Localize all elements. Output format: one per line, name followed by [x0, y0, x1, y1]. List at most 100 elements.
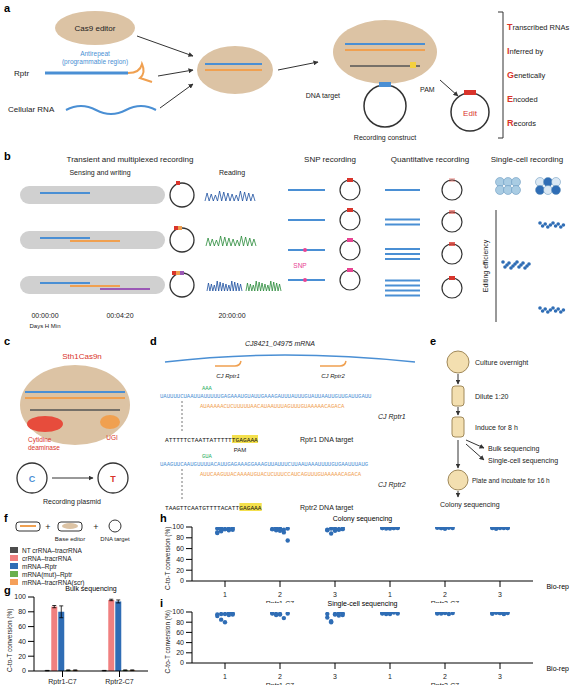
- svg-text:Cytidine: Cytidine: [28, 436, 52, 444]
- svg-text:(programmable region): (programmable region): [62, 58, 128, 66]
- svg-text:Recording plasmid: Recording plasmid: [43, 498, 101, 506]
- svg-text:Colony sequencing: Colony sequencing: [440, 501, 500, 509]
- svg-text:1: 1: [223, 673, 227, 680]
- svg-text:Base editor: Base editor: [55, 536, 85, 542]
- svg-text:Bulk sequencing: Bulk sequencing: [488, 445, 539, 453]
- svg-text:e: e: [430, 335, 436, 347]
- svg-text:SNP: SNP: [293, 262, 306, 269]
- svg-text:0: 0: [22, 667, 26, 674]
- svg-text:2: 2: [443, 591, 447, 598]
- svg-text:2: 2: [443, 673, 447, 680]
- svg-text:SNP recording: SNP recording: [304, 155, 356, 164]
- svg-text:TAAGTTCAATGTTTTACATTGAGAAA: TAAGTTCAATGTTTTACATTGAGAAA: [165, 505, 262, 512]
- svg-text:Inferred by: Inferred by: [507, 46, 544, 56]
- svg-text:Records: Records: [507, 118, 536, 128]
- svg-text:T: T: [110, 474, 116, 484]
- svg-text:Sth1Cas9n: Sth1Cas9n: [62, 352, 102, 361]
- svg-text:b: b: [8, 150, 11, 162]
- svg-text:+: +: [93, 522, 98, 532]
- svg-text:CJ Rptr2: CJ Rptr2: [378, 481, 406, 489]
- svg-text:3: 3: [333, 591, 337, 598]
- svg-text:Rptr1-C7: Rptr1-C7: [266, 682, 295, 685]
- svg-text:Sensing and writing: Sensing and writing: [69, 169, 130, 177]
- svg-text:3: 3: [498, 591, 502, 598]
- svg-text:Antirepeat: Antirepeat: [80, 50, 110, 58]
- svg-text:00:00:00: 00:00:00: [31, 312, 58, 319]
- svg-text:Rptr: Rptr: [14, 69, 29, 78]
- svg-text:d: d: [150, 335, 157, 347]
- svg-text:Transcribed RNAs: Transcribed RNAs: [507, 22, 565, 32]
- svg-text:Days H Min: Days H Min: [29, 323, 60, 329]
- svg-text:c: c: [8, 335, 10, 347]
- svg-text:DNA target: DNA target: [306, 92, 340, 100]
- svg-text:Cellular RNA: Cellular RNA: [8, 105, 55, 114]
- svg-text:Edit: Edit: [463, 109, 478, 118]
- svg-text:Rptr1-C7: Rptr1-C7: [48, 678, 77, 685]
- svg-text:C-to-T conversion (%): C-to-T conversion (%): [164, 610, 172, 673]
- svg-text:20: 20: [18, 653, 26, 660]
- svg-text:AAA: AAA: [202, 385, 213, 392]
- svg-text:20: 20: [176, 649, 184, 656]
- svg-text:Recording construct: Recording construct: [354, 134, 416, 142]
- svg-text:i: i: [160, 597, 163, 609]
- svg-text:UAAGUUCAAUGUUUUACAUUGAGAAAGGAA: UAAGUUCAAUGUUUUACAUUGAGAAAGGAAAGUUAUUUCU…: [160, 461, 369, 468]
- svg-text:Single-cell sequencing: Single-cell sequencing: [488, 457, 558, 465]
- svg-text:1: 1: [388, 673, 392, 680]
- svg-text:g: g: [8, 584, 11, 596]
- svg-text:Cas9 editor: Cas9 editor: [75, 24, 116, 33]
- svg-text:Rptr2-C7: Rptr2-C7: [431, 682, 460, 685]
- svg-text:60: 60: [176, 545, 184, 552]
- svg-text:40: 40: [18, 638, 26, 645]
- svg-text:CJ Rptr2: CJ Rptr2: [321, 373, 345, 379]
- svg-text:20:00:00: 20:00:00: [218, 312, 245, 319]
- svg-text:Rptr2 DNA target: Rptr2 DNA target: [300, 504, 353, 512]
- svg-text:Plate and incubate for 16 h: Plate and incubate for 16 h: [472, 477, 550, 484]
- svg-text:AUUCAAGUUACAAAAUGUACUCUUUCCAUC: AUUCAAGUUACAAAAUGUACUCUUUCCAUCAGUUUGUAAA…: [200, 471, 362, 478]
- svg-text:UAUUUUCUAAUUAUUUUUGAGAAAUGUAUU: UAUUUUCUAAUUAUUUUUGAGAAAUGUAUUGAAAGAUUUA…: [160, 393, 371, 400]
- svg-text:20: 20: [176, 567, 184, 574]
- svg-text:80: 80: [176, 534, 184, 541]
- svg-text:Rptr2-C7: Rptr2-C7: [105, 678, 134, 685]
- svg-text:AUAAAAACUCUUUUUAACAUAAUUUAGUUU: AUAAAAACUCUUUUUAACAUAAUUUAGUUUGUAAAAACAG…: [200, 403, 345, 410]
- svg-text:PAM: PAM: [420, 86, 435, 93]
- svg-text:100: 100: [172, 608, 184, 615]
- svg-text:Dilute 1:20: Dilute 1:20: [475, 393, 509, 400]
- svg-text:Reading: Reading: [219, 169, 245, 177]
- svg-text:Culture overnight: Culture overnight: [475, 359, 528, 367]
- svg-text:NT crRNA–tracrRNA: NT crRNA–tracrRNA: [22, 547, 82, 554]
- svg-text:Single-cell recording: Single-cell recording: [491, 155, 563, 164]
- svg-text:deaminase: deaminase: [28, 444, 60, 451]
- svg-text:40: 40: [176, 556, 184, 563]
- svg-text:Rptr1-C7: Rptr1-C7: [266, 600, 295, 603]
- svg-text:Rptr1 DNA target: Rptr1 DNA target: [300, 436, 353, 444]
- svg-text:CJ Rptr1: CJ Rptr1: [216, 373, 240, 379]
- svg-text:CJ8421_04975 mRNA: CJ8421_04975 mRNA: [245, 340, 315, 347]
- svg-text:80: 80: [18, 608, 26, 615]
- svg-text:a: a: [8, 2, 11, 14]
- svg-text:100: 100: [14, 593, 26, 600]
- svg-text:40: 40: [176, 639, 184, 646]
- svg-text:UGI: UGI: [106, 434, 118, 441]
- svg-text:C: C: [29, 474, 36, 484]
- svg-text:Quantitative recording: Quantitative recording: [391, 155, 469, 164]
- svg-text:ATTTTTCTAATTATTTTTTGAGAAA: ATTTTTCTAATTATTTTTTGAGAAA: [165, 437, 258, 444]
- svg-text:00:04:20: 00:04:20: [106, 312, 133, 319]
- svg-text:h: h: [160, 512, 167, 524]
- svg-text:C-to-T conversion (%): C-to-T conversion (%): [164, 527, 172, 590]
- svg-text:C-to-T conversion (%): C-to-T conversion (%): [8, 609, 14, 672]
- svg-text:crRNA–tracrRNA: crRNA–tracrRNA: [22, 555, 72, 562]
- svg-text:0: 0: [180, 577, 184, 584]
- svg-text:DNA target: DNA target: [100, 536, 130, 542]
- svg-text:Transient and multiplexed reco: Transient and multiplexed recording: [67, 155, 194, 164]
- svg-text:GUA: GUA: [202, 453, 213, 460]
- svg-text:Genetically: Genetically: [507, 70, 546, 80]
- svg-text:mRNA–Rptr: mRNA–Rptr: [22, 563, 58, 571]
- svg-text:80: 80: [176, 619, 184, 626]
- svg-text:3: 3: [333, 673, 337, 680]
- svg-text:Editing efficiency: Editing efficiency: [482, 239, 490, 292]
- svg-text:1: 1: [223, 591, 227, 598]
- svg-text:Induce for 8 h: Induce for 8 h: [475, 424, 518, 431]
- svg-text:100: 100: [172, 523, 184, 530]
- svg-text:60: 60: [18, 623, 26, 630]
- svg-text:0: 0: [180, 659, 184, 666]
